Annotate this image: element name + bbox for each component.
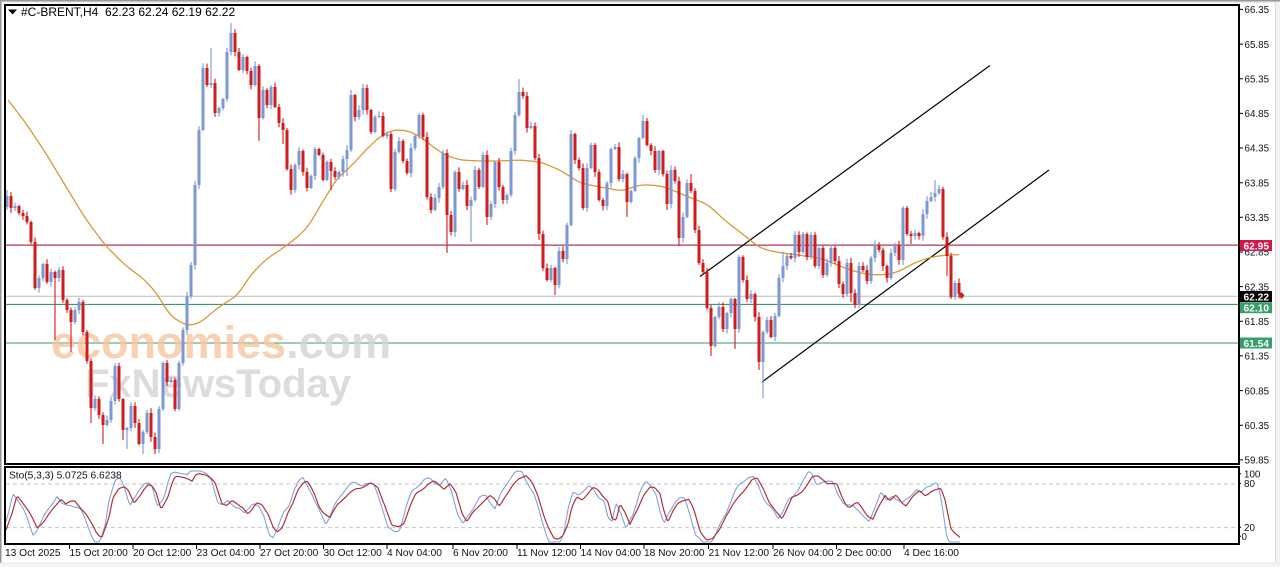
svg-text:4 Dec 16:00: 4 Dec 16:00 — [904, 548, 959, 559]
svg-text:2 Dec 00:00: 2 Dec 00:00 — [837, 548, 892, 559]
svg-text:0: 0 — [1242, 532, 1248, 543]
svg-text:62.10: 62.10 — [1244, 304, 1270, 315]
svg-text:14 Nov 04:00: 14 Nov 04:00 — [581, 548, 642, 559]
svg-text:62.22: 62.22 — [1244, 292, 1270, 303]
svg-text:65.85: 65.85 — [1245, 40, 1270, 51]
svg-text:62.35: 62.35 — [1245, 282, 1270, 293]
svg-text:59.85: 59.85 — [1245, 456, 1270, 467]
svg-text:11 Nov 12:00: 11 Nov 12:00 — [517, 548, 577, 559]
svg-text:64.85: 64.85 — [1245, 109, 1270, 120]
svg-text:60.35: 60.35 — [1245, 421, 1270, 432]
svg-text:27 Oct 20:00: 27 Oct 20:00 — [260, 548, 319, 559]
svg-text:4 Nov 04:00: 4 Nov 04:00 — [387, 548, 442, 559]
svg-text:economies.com: economies.com — [51, 317, 391, 368]
svg-text:64.35: 64.35 — [1245, 144, 1270, 155]
svg-text:61.85: 61.85 — [1245, 317, 1270, 328]
svg-text:18 Nov 20:00: 18 Nov 20:00 — [644, 548, 705, 559]
svg-text:63.85: 63.85 — [1245, 178, 1270, 189]
svg-text:62.95: 62.95 — [1244, 241, 1270, 252]
svg-text:20 Oct 12:00: 20 Oct 12:00 — [133, 548, 192, 559]
svg-text:60.85: 60.85 — [1245, 386, 1270, 397]
svg-text:15 Oct 20:00: 15 Oct 20:00 — [70, 548, 129, 559]
svg-text:23 Oct 04:00: 23 Oct 04:00 — [197, 548, 256, 559]
svg-text:21 Nov 12:00: 21 Nov 12:00 — [709, 548, 770, 559]
svg-text:26 Nov 04:00: 26 Nov 04:00 — [773, 548, 834, 559]
svg-text:61.54: 61.54 — [1244, 339, 1270, 350]
svg-text:20: 20 — [1244, 523, 1255, 534]
svg-text:6 Nov 20:00: 6 Nov 20:00 — [453, 548, 508, 559]
svg-text:61.35: 61.35 — [1245, 352, 1270, 363]
svg-text:80: 80 — [1244, 479, 1255, 490]
svg-text:62.85: 62.85 — [1245, 248, 1270, 259]
svg-text:13 Oct 2025: 13 Oct 2025 — [5, 548, 61, 559]
svg-text:65.35: 65.35 — [1245, 75, 1270, 86]
svg-text:66.35: 66.35 — [1245, 5, 1270, 16]
svg-text:Sto(5,3,3) 5.0725 6.6238: Sto(5,3,3) 5.0725 6.6238 — [9, 471, 122, 482]
svg-text:100: 100 — [1244, 470, 1261, 481]
svg-text:30 Oct 12:00: 30 Oct 12:00 — [324, 548, 383, 559]
svg-text:#C-BRENT,H4 62.23 62.24 62.19: #C-BRENT,H4 62.23 62.24 62.19 62.22 — [21, 5, 235, 19]
svg-text:FxNewsToday: FxNewsToday — [85, 362, 352, 406]
svg-text:63.35: 63.35 — [1245, 213, 1270, 224]
